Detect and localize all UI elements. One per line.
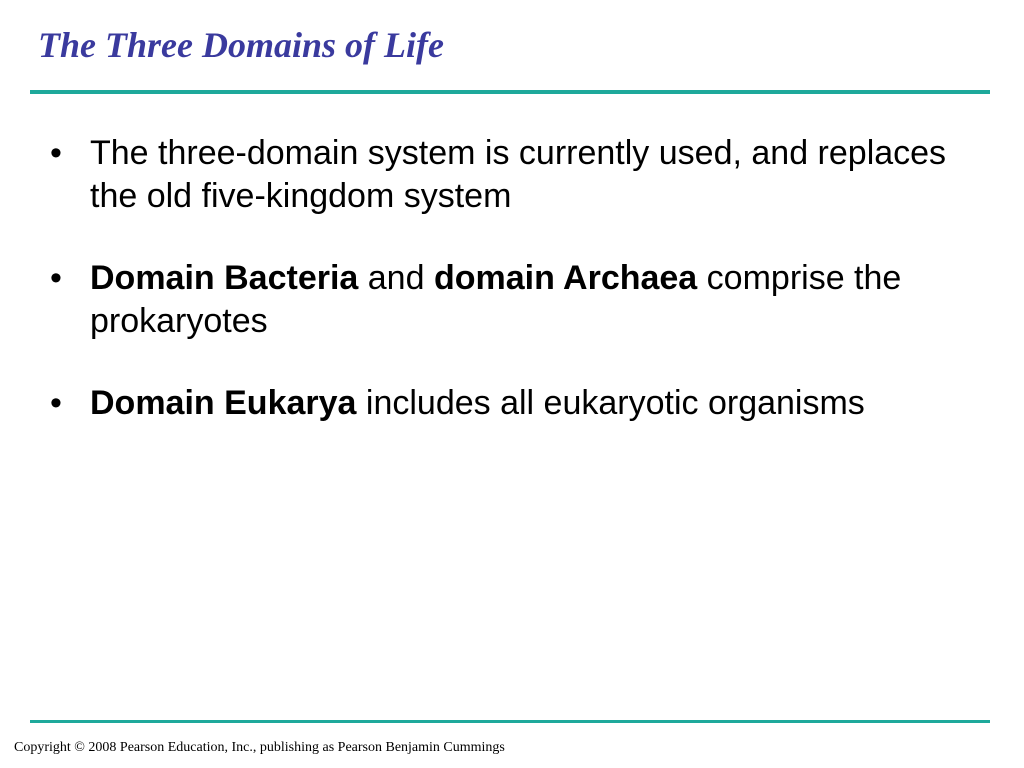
bullet-list: The three-domain system is currently use… (44, 132, 964, 425)
slide-title: The Three Domains of Life (38, 24, 444, 66)
bullet-text-segment: includes all eukaryotic organisms (356, 384, 864, 422)
slide-body: The three-domain system is currently use… (44, 132, 964, 465)
bullet-text-segment: Domain Bacteria (90, 259, 358, 297)
bullet-text-segment: domain Archaea (434, 259, 697, 297)
bullet-item: The three-domain system is currently use… (44, 132, 964, 217)
bullet-text-segment: Domain Eukarya (90, 384, 356, 422)
bullet-text-segment: The three-domain system is currently use… (90, 134, 946, 215)
divider-top (30, 90, 990, 94)
slide: The Three Domains of Life The three-doma… (0, 0, 1024, 768)
bullet-item: Domain Bacteria and domain Archaea compr… (44, 257, 964, 342)
bullet-item: Domain Eukarya includes all eukaryotic o… (44, 382, 964, 425)
copyright-text: Copyright © 2008 Pearson Education, Inc.… (14, 740, 505, 756)
bullet-text-segment: and (358, 259, 434, 297)
divider-bottom (30, 720, 990, 723)
